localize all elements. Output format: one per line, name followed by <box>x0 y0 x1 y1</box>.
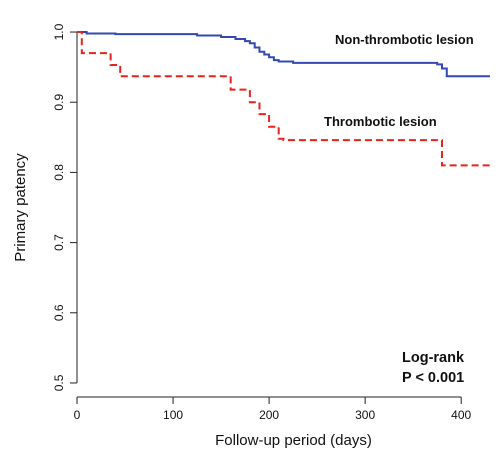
series-label-non-thrombotic: Non-thrombotic lesion <box>335 32 474 47</box>
series <box>77 31 490 167</box>
x-tick-label: 400 <box>451 408 471 422</box>
series-line-thrombotic <box>77 31 490 167</box>
axes <box>76 32 462 398</box>
y-tick-label: 0.6 <box>52 304 66 321</box>
x-axis-title: Follow-up period (days) <box>215 432 372 449</box>
x-tick-label: 0 <box>74 408 81 422</box>
series-line-non-thrombotic <box>77 31 490 78</box>
x-tick-label: 300 <box>355 408 375 422</box>
x-tick-label: 200 <box>259 408 279 422</box>
y-tick-label: 0.5 <box>52 374 66 391</box>
stat-p-value: P < 0.001 <box>402 370 464 386</box>
ticks: 0 100 200 300 400 0.5 0.6 0.7 0.8 0.9 1.0 <box>52 23 472 422</box>
y-axis-title: Primary patency <box>12 153 29 262</box>
y-tick-label: 1.0 <box>52 23 66 40</box>
y-tick-label: 0.7 <box>52 234 66 251</box>
series-label-thrombotic: Thrombotic lesion <box>324 114 437 129</box>
stat-test-name: Log-rank <box>402 350 465 366</box>
x-tick-label: 100 <box>163 408 183 422</box>
y-tick-label: 0.8 <box>52 164 66 181</box>
y-tick-label: 0.9 <box>52 94 66 111</box>
